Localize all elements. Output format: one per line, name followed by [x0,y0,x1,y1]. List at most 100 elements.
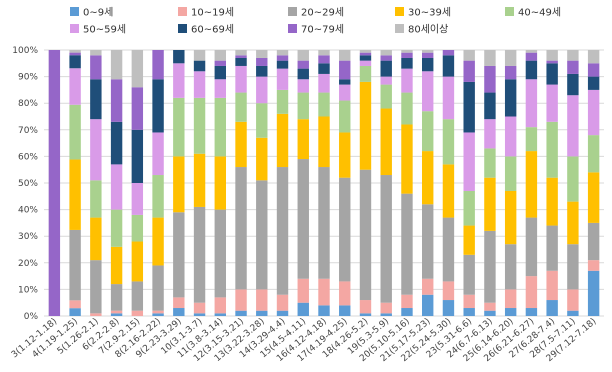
legend-swatch [70,7,79,16]
y-tick-label: 80% [18,99,38,109]
bar-segment [214,297,226,314]
bar-segment [504,308,517,316]
bar-segment [90,260,102,314]
bar-segment [173,156,185,213]
bar-segment [214,209,226,298]
bar-segment [339,177,351,282]
bar-segment [587,50,600,64]
bar-segment [504,156,517,191]
bar-segment [152,175,164,218]
legend-swatch [395,24,404,33]
bar-segment [463,50,475,61]
bar-segment [69,300,81,309]
bar-segment [173,97,185,157]
bar-segment [401,68,413,93]
bar-segment [214,156,226,210]
legend-swatch [70,24,79,33]
bar-segment [110,284,123,311]
bar-segment [587,222,600,261]
bar-segment [484,119,496,149]
bar-segment [152,79,164,133]
bar-segment [110,50,123,80]
bar-segment [525,217,538,277]
bar-segment [276,89,289,114]
bar-segment [256,76,268,104]
legend-swatch [395,7,404,16]
bar-segment [69,52,81,56]
bar-segment [69,229,81,301]
bar-segment [152,132,164,176]
bar-segment [587,135,600,173]
bar-segment [339,305,351,316]
bar-segment [359,50,372,53]
bar-segment [318,92,330,117]
bar-segment [131,214,144,242]
bar-segment [297,278,309,303]
bar-segment [110,164,123,210]
bar-segment [463,294,475,309]
bar-segment [567,156,579,202]
bar-segment [276,50,289,56]
legend-label: 20~29세 [301,7,344,19]
bar-segment [339,84,351,101]
bar-segment [276,294,289,311]
legend-label: 80세이상 [408,24,448,36]
bar-segment [401,308,413,316]
bar-segment [525,308,538,316]
bar-segment [90,119,102,181]
bar-segment [504,190,517,245]
bar-segment [90,217,102,261]
bar-segment [318,305,330,316]
bar-segment [276,167,289,295]
bar-segment [339,79,351,85]
bar-segment [256,57,268,66]
bar-segment [214,65,226,80]
bar-segment [256,137,268,181]
bar-segment [193,71,206,98]
bar-segment [587,76,600,90]
bar-segment [380,76,392,85]
bar-segment [173,297,185,309]
bar-segment [567,73,579,96]
bar-segment [587,260,600,271]
bar-segment [587,172,600,223]
bar-segment [256,65,268,77]
bar-segment [193,206,206,303]
bar-segment [339,50,351,61]
legend-swatch [288,24,297,33]
bar-segment [69,55,81,69]
bar-segment [442,76,455,120]
bar-segment [318,73,330,93]
bar-segment [463,190,475,226]
y-tick-label: 60% [18,152,38,162]
bar-segment [359,65,372,82]
bar-segment [297,79,309,93]
bar-segment [546,225,558,271]
bar-segment [69,50,81,53]
bar-segment [567,50,579,61]
bar-segment [401,124,413,194]
bar-segment [422,111,434,152]
bar-segment [504,116,517,157]
legend-label: 30~39세 [408,7,451,19]
bar-segment [442,55,455,77]
bar-segment [525,60,538,80]
bar-segment [235,50,247,56]
bar-segment [152,217,164,266]
bar-segment [484,230,496,303]
bar-segment [297,302,309,316]
bar-segment [235,55,247,58]
bar-segment [567,95,579,157]
bar-segment [173,50,185,64]
bar-segment [235,92,247,122]
y-tick-label: 90% [18,73,38,83]
bar-segment [69,68,81,105]
legend: 0~9세 10~19세 20~29세 30~39세 40~49세 50~59세 60~69세… [70,7,561,36]
bar-segment [69,159,81,230]
y-axis: 0% 10% 20% 30% 40% 50% 60% 70% 80% 90% 100% [12,46,38,322]
legend-swatch [288,7,297,16]
bar-segment [359,81,372,170]
y-tick-label: 50% [18,179,38,189]
bar-segment [422,151,434,205]
legend-label: 10~19세 [191,7,234,19]
